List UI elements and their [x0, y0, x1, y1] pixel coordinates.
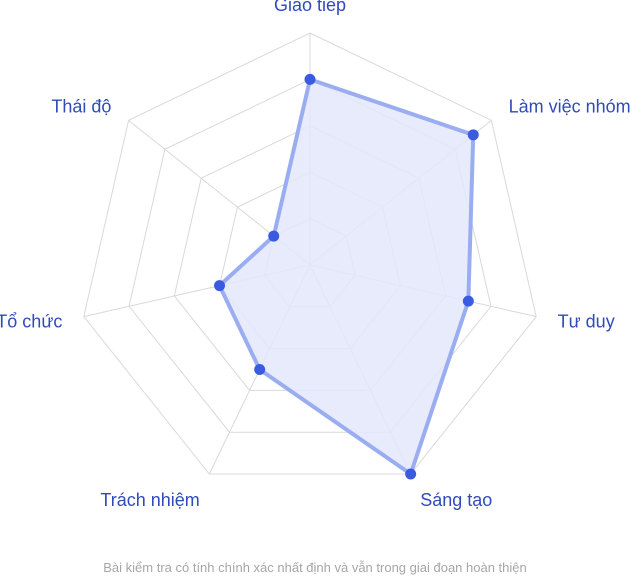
data-point-2[interactable] [462, 295, 474, 307]
data-point-5[interactable] [214, 280, 226, 292]
axis-label-5: Tổ chức [0, 312, 62, 332]
axis-label-6: Thái độ [51, 97, 111, 117]
data-point-0[interactable] [304, 73, 316, 85]
axis-label-1: Làm việc nhóm [509, 97, 630, 117]
data-point-3[interactable] [405, 468, 417, 480]
axis-label-0: Giao tiếp [274, 0, 346, 15]
axis-label-2: Tư duy [558, 312, 615, 332]
radar-series [214, 73, 479, 480]
axis-labels: Giao tiếp Làm việc nhóm Tư duy Sáng tạo Trác… [0, 0, 630, 510]
series-area [217, 77, 476, 477]
axis-label-3: Sáng tạo [420, 490, 492, 510]
data-point-6[interactable] [268, 230, 280, 242]
data-point-4[interactable] [254, 364, 266, 376]
data-point-1[interactable] [467, 129, 479, 141]
grid-ring-5 [83, 32, 537, 475]
chart-caption: Bài kiểm tra có tính chính xác nhất định… [103, 560, 527, 575]
axis-label-4: Trách nhiệm [100, 490, 199, 510]
